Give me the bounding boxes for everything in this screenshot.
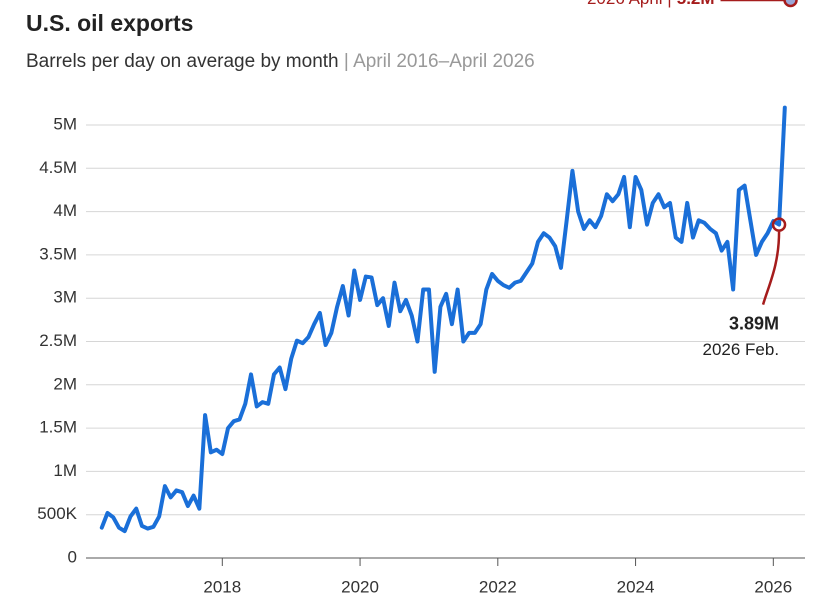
x-tick-label: 2026 xyxy=(754,577,792,596)
y-tick-label: 4.5M xyxy=(39,158,77,177)
y-tick-label: 4M xyxy=(53,201,77,220)
y-tick-label: 1M xyxy=(53,461,77,480)
annotation-leader xyxy=(761,231,781,305)
x-tick-label: 2022 xyxy=(479,577,517,596)
subtitle: Barrels per day on average by month xyxy=(26,51,339,72)
y-tick-label: 3.5M xyxy=(39,244,77,263)
y-tick-label: 3M xyxy=(53,288,77,307)
y-tick-label: 1.5M xyxy=(39,418,77,437)
y-tick-label: 500K xyxy=(37,504,77,523)
y-tick-label: 2.5M xyxy=(39,331,77,350)
y-tick-label: 2M xyxy=(53,374,77,393)
subtitle-note: | April 2016–April 2026 xyxy=(344,51,535,72)
annotation-text: 2026 April | xyxy=(587,0,672,8)
annotation-marker xyxy=(771,217,787,232)
chart-title: U.S. oil exports xyxy=(26,10,193,36)
data-line xyxy=(99,105,787,534)
annotation-marker xyxy=(783,0,798,8)
y-tick-label: 0 xyxy=(68,547,77,566)
annotation-value: 5.2M xyxy=(677,0,715,8)
annotation: 2026 April | 5.2M xyxy=(587,0,715,8)
y-tick-label: 5M xyxy=(53,114,77,133)
annotation-text: 2026 Feb. xyxy=(702,340,779,359)
annotation-value: 3.89M xyxy=(729,313,779,333)
chart-subtitle: Barrels per day on average by month | Ap… xyxy=(26,51,535,72)
x-tick-label: 2018 xyxy=(203,577,241,596)
x-tick-label: 2020 xyxy=(341,577,379,596)
x-tick-label: 2024 xyxy=(617,577,655,596)
